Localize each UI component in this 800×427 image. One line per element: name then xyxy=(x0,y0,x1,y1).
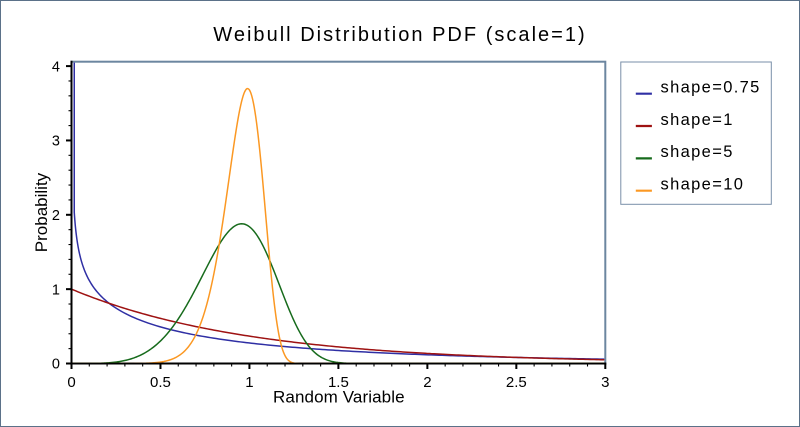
svg-text:Probability: Probability xyxy=(32,172,51,252)
svg-text:0: 0 xyxy=(67,374,75,391)
svg-text:3: 3 xyxy=(52,134,60,150)
svg-text:shape=1: shape=1 xyxy=(661,111,734,129)
svg-text:shape=0.75: shape=0.75 xyxy=(661,79,761,97)
svg-text:shape=10: shape=10 xyxy=(661,176,745,194)
svg-text:0: 0 xyxy=(52,357,60,373)
svg-text:1: 1 xyxy=(52,282,60,298)
svg-text:2: 2 xyxy=(423,374,431,391)
svg-text:2: 2 xyxy=(52,208,60,224)
svg-text:0.5: 0.5 xyxy=(150,374,171,391)
svg-text:4: 4 xyxy=(52,59,60,75)
svg-text:Random Variable: Random Variable xyxy=(273,388,405,407)
svg-text:1.5: 1.5 xyxy=(328,374,349,391)
svg-text:3: 3 xyxy=(601,374,609,391)
svg-text:Weibull Distribution PDF (scal: Weibull Distribution PDF (scale=1) xyxy=(213,24,586,46)
svg-text:shape=5: shape=5 xyxy=(661,143,734,161)
svg-text:1: 1 xyxy=(245,374,253,391)
svg-text:2.5: 2.5 xyxy=(506,374,527,391)
